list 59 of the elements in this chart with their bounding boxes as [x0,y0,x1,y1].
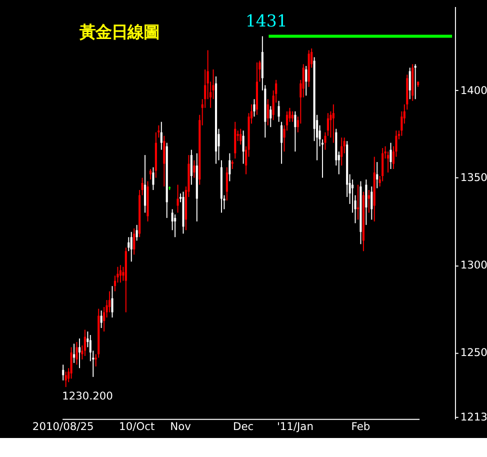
candlestick [136,224,138,242]
candlestick [149,168,152,180]
candlestick [324,132,326,150]
candlestick [326,112,329,136]
y-tick-label: 1300 [460,258,487,272]
x-tick-label: Feb [351,420,370,433]
y-tick-label: 1350 [460,171,487,184]
candlestick [368,190,370,214]
candlestick [340,137,343,166]
candlestick [365,179,368,226]
candlestick [62,364,64,381]
x-tick-label: Dec [233,420,254,433]
ref-line-label: 1431 [245,12,288,31]
candlestick [280,121,283,164]
y-tick-label: 1400 [460,84,487,97]
candlestick [163,135,166,187]
candlestick [176,184,179,214]
candlestick [152,166,154,190]
candlestick [130,231,132,262]
candlestick [111,286,114,318]
x-tick-label: 10/Oct [119,420,155,433]
candlestick [266,98,269,126]
x-tick-label: Nov [170,420,191,433]
candlestick [294,110,296,152]
candlestick [76,341,78,366]
candlestick [408,67,411,100]
candlestick [64,371,67,388]
x-tick-label: 2010/08/25 [32,420,94,433]
candlestick [84,329,86,356]
candlestick [133,228,136,256]
candlestick [190,149,192,186]
y-tick-label: 1250 [460,346,487,359]
candlestick [240,128,242,146]
candlestick [70,346,72,380]
candlestick [141,177,144,196]
candlestick [226,166,228,201]
candlestick [270,106,272,128]
candlestick [376,162,378,189]
candlestick [160,121,162,150]
candlestick [144,154,146,214]
candlestick [390,142,392,170]
text: 黃金日線圖 [78,24,160,42]
candlestick [228,152,231,182]
candlestick [100,310,102,328]
candlestick [128,236,130,252]
candlestick [305,65,308,96]
x-tick-label: '11/Jan [276,420,314,433]
annotation: 1230.200 [62,389,114,402]
candlestick [242,130,244,164]
candlestick [253,98,256,118]
candlestick [370,186,373,220]
y-tick-label: 1213 [460,410,487,424]
candlestick [332,104,334,144]
candlestick [278,100,280,122]
candlestick [119,264,122,284]
candlestick [193,160,196,178]
candlestick [78,338,81,369]
candlestick [73,343,76,364]
candlestick [291,110,294,122]
